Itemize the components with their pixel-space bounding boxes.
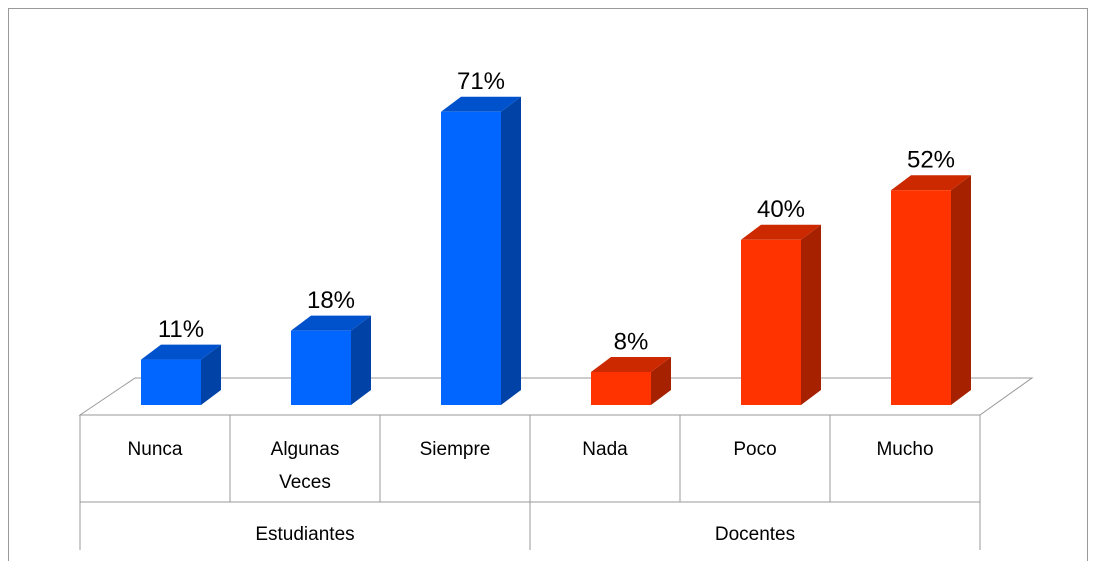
bar	[891, 190, 951, 405]
bar-top	[891, 175, 971, 191]
bar-top	[141, 344, 221, 360]
bar	[291, 330, 351, 405]
bar	[141, 359, 201, 405]
value-label: 18%	[307, 287, 355, 314]
bar-side	[801, 224, 821, 405]
bar	[441, 111, 501, 406]
category-label: Poco	[733, 439, 776, 460]
category-label: Nunca	[128, 439, 183, 460]
value-label: 52%	[907, 147, 955, 174]
category-label: Nada	[582, 439, 628, 460]
bar-top	[291, 315, 371, 331]
bar-top	[741, 224, 821, 240]
floor	[78, 377, 1034, 416]
bar-side	[951, 175, 971, 405]
value-label: 71%	[457, 68, 505, 95]
group-label: Docentes	[715, 524, 795, 545]
bar	[591, 371, 651, 405]
value-label: 11%	[158, 316, 204, 343]
category-label: Algunas Veces	[271, 439, 340, 493]
bar-side	[351, 315, 371, 405]
category-label: Siempre	[420, 439, 491, 460]
chart-border	[8, 8, 1088, 566]
bar	[741, 239, 801, 405]
bar-side	[651, 356, 671, 405]
bar-side	[201, 344, 221, 405]
bar-top	[441, 96, 521, 112]
group-label: Estudiantes	[255, 524, 354, 545]
value-label: 8%	[614, 328, 649, 355]
category-label: Mucho	[876, 439, 933, 460]
bar-top	[591, 356, 671, 372]
value-label: 40%	[757, 196, 805, 223]
bar-side	[501, 96, 521, 406]
